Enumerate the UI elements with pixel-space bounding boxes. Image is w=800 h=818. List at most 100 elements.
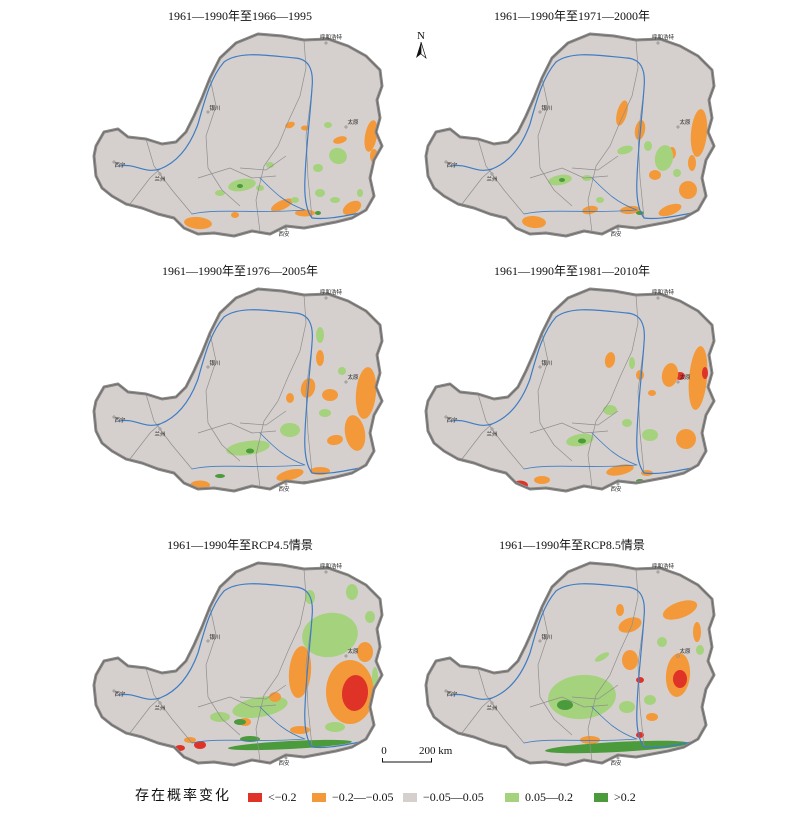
study-area-fill (426, 34, 714, 236)
province-boundary (637, 344, 645, 474)
city-label: 西宁 (446, 161, 458, 169)
city-label: 银川 (209, 359, 220, 367)
patch-increase (629, 357, 635, 369)
patch-increase (596, 197, 604, 203)
province-boundary (305, 89, 313, 219)
city-label: 银川 (541, 359, 552, 367)
panel-title: 1961—1990年至1981—2010年 (493, 264, 650, 278)
patch-strong-increase (237, 184, 243, 188)
river-tributary (259, 432, 306, 466)
patch-decrease (344, 415, 366, 451)
rivers (451, 309, 693, 475)
city-label: 呼和浩特 (320, 562, 343, 570)
city-marker (284, 482, 288, 486)
patch-increase (654, 145, 674, 171)
city-marker (538, 110, 542, 114)
province-boundary (477, 667, 525, 744)
province-boundary (571, 410, 619, 426)
legend-label: 0.05—0.2 (525, 789, 573, 804)
legend-label: <−0.2 (268, 789, 297, 804)
river-tributary (591, 706, 638, 740)
patch-decrease (355, 367, 377, 419)
city-marker (206, 110, 210, 114)
city-marker (324, 296, 328, 300)
north-arrow: N (416, 30, 427, 59)
city-marker (490, 172, 494, 176)
province-boundary (587, 39, 639, 233)
city-label: 太原 (679, 647, 691, 655)
probability-change-layer (545, 600, 704, 754)
city-marker (676, 125, 680, 129)
rivers (451, 54, 693, 220)
map-container: 呼和浩特 银川 太原 西宁 兰州 西安 (422, 557, 722, 779)
scale-bar-start-label: 0 (381, 745, 387, 757)
patch-decrease (582, 205, 598, 215)
patch-increase (619, 701, 635, 713)
patch-strong-increase (545, 740, 689, 754)
patch-decrease (316, 350, 324, 366)
patch-decrease (616, 604, 624, 616)
city-marker (112, 415, 116, 419)
city-label: 兰州 (154, 704, 165, 712)
legend-swatch-red (248, 792, 262, 802)
patch-increase (657, 637, 667, 647)
patch-decrease (688, 155, 696, 171)
city-marker (158, 701, 162, 705)
patch-decrease (276, 468, 304, 482)
yellow-river (451, 309, 693, 475)
patch-increase (622, 419, 632, 427)
patch-strong-decrease (702, 367, 708, 379)
province-boundaries (461, 39, 645, 233)
map-container: 呼和浩特 银川 太原 西宁 兰州 西安 (422, 283, 722, 505)
legend-label: >0.2 (614, 789, 636, 804)
province-boundary (129, 168, 161, 205)
province-boundaries (129, 294, 313, 488)
patch-strong-increase (234, 719, 246, 725)
city-label: 西宁 (446, 416, 458, 424)
province-boundary (537, 606, 573, 736)
patch-strong-increase (557, 700, 573, 710)
patch-strong-increase (315, 211, 321, 215)
city-label: 兰州 (486, 704, 497, 712)
legend-item-strong-decrease: <−0.2 (248, 788, 297, 806)
map-container: 呼和浩特 银川 太原 西宁 兰州 西安 (90, 557, 390, 779)
patch-increase (319, 409, 331, 417)
city-label: 银川 (541, 104, 552, 112)
patch-decrease (662, 600, 698, 620)
probability-change-layer (184, 120, 378, 230)
city-label: 西宁 (114, 416, 126, 424)
patch-increase (324, 122, 332, 128)
patch-increase (644, 141, 652, 151)
scale-bar: 0 200 km (381, 745, 453, 763)
city-label: 兰州 (486, 175, 497, 183)
city-label: 西安 (610, 759, 622, 767)
city-label: 太原 (679, 373, 691, 381)
city-marker (490, 427, 494, 431)
city-label: 西宁 (114, 690, 126, 698)
city-marker (344, 380, 348, 384)
patch-increase (617, 145, 633, 155)
city-label: 西宁 (446, 690, 458, 698)
north-label: N (417, 30, 425, 42)
province-boundary (529, 167, 609, 179)
legend-swatch-dark-green (594, 792, 608, 802)
map-container: 呼和浩特 银川 太原 西宁 兰州 西安 (90, 283, 390, 505)
map-panel: 1961—1990年至1971—2000年 呼和浩特 银川 太原 西宁 兰州 西安 (422, 8, 722, 250)
river-tributary (523, 209, 637, 215)
yellow-river (451, 583, 693, 749)
rivers (451, 583, 693, 749)
province-boundary (255, 568, 307, 762)
city-label: 呼和浩特 (320, 288, 343, 296)
patch-increase (594, 652, 610, 662)
patch-decrease (661, 363, 679, 387)
patch-decrease (648, 390, 656, 396)
city-marker (324, 570, 328, 574)
city-label: 呼和浩特 (320, 33, 343, 41)
city-label: 太原 (679, 118, 691, 126)
rivers (119, 309, 361, 475)
city-marker (656, 41, 660, 45)
map-panel: 1961—1990年至RCP4.5情景 呼和浩特 银川 太原 西宁 兰州 西安 (90, 537, 390, 779)
study-area-outline (425, 562, 715, 766)
